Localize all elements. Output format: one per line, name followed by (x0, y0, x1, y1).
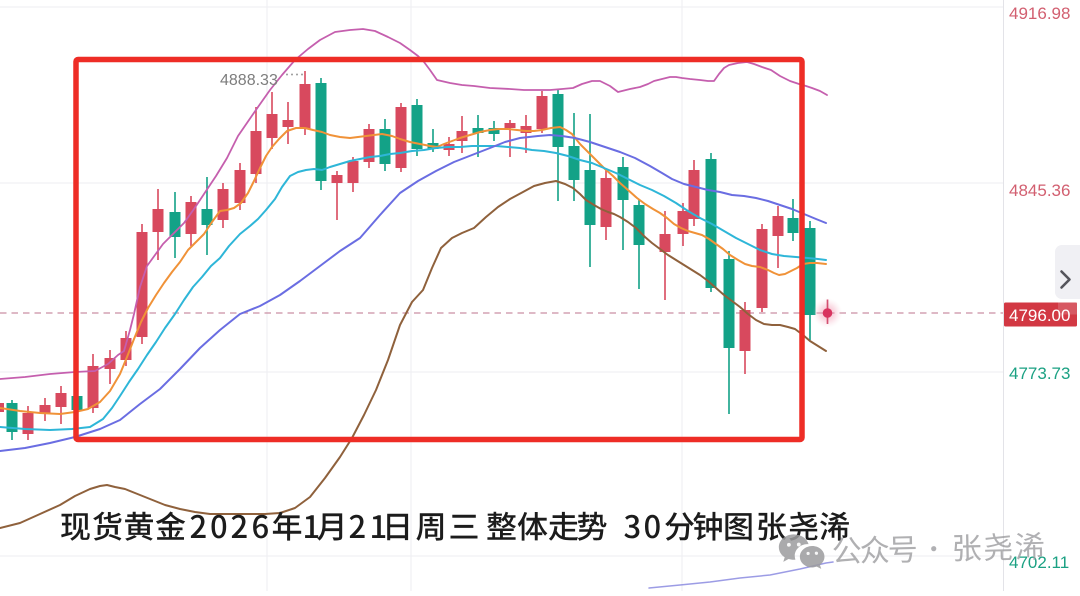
svg-text:4888.33: 4888.33 (220, 72, 278, 89)
svg-text:4702.11: 4702.11 (1009, 553, 1069, 572)
svg-text:4796.00: 4796.00 (1009, 306, 1070, 325)
svg-text:4845.36: 4845.36 (1009, 181, 1070, 200)
svg-text:4773.73: 4773.73 (1009, 364, 1070, 383)
svg-text:4916.98: 4916.98 (1009, 4, 1070, 23)
